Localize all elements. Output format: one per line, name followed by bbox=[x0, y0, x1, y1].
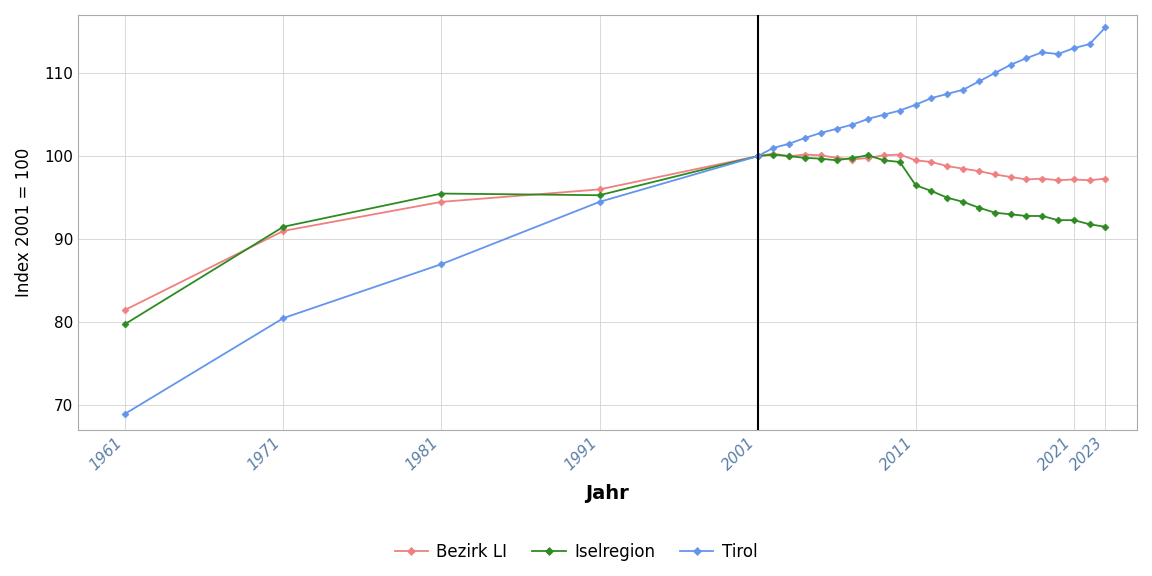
Bezirk LI bbox=[940, 162, 954, 169]
Bezirk LI bbox=[1099, 175, 1113, 182]
Bezirk LI bbox=[782, 153, 796, 160]
Bezirk LI bbox=[925, 158, 939, 165]
Iselregion bbox=[782, 153, 796, 160]
Iselregion bbox=[956, 198, 970, 205]
Iselregion bbox=[987, 209, 1001, 216]
Iselregion bbox=[893, 158, 907, 165]
Tirol bbox=[846, 121, 859, 128]
Iselregion bbox=[1003, 211, 1017, 218]
Tirol bbox=[1067, 45, 1081, 52]
Bezirk LI bbox=[798, 151, 812, 158]
Bezirk LI bbox=[1083, 177, 1097, 184]
Iselregion bbox=[877, 157, 890, 164]
Iselregion bbox=[862, 152, 876, 159]
Bezirk LI bbox=[1003, 173, 1017, 180]
Iselregion bbox=[1036, 213, 1049, 219]
X-axis label: Jahr: Jahr bbox=[585, 484, 629, 503]
Iselregion bbox=[1051, 217, 1064, 223]
Tirol bbox=[814, 130, 828, 137]
Tirol bbox=[782, 141, 796, 147]
Iselregion bbox=[1020, 213, 1033, 219]
Iselregion bbox=[1099, 223, 1113, 230]
Tirol bbox=[1020, 55, 1033, 62]
Tirol bbox=[119, 410, 132, 417]
Iselregion bbox=[119, 320, 132, 327]
Tirol bbox=[987, 70, 1001, 77]
Tirol bbox=[1051, 51, 1064, 58]
Iselregion bbox=[751, 153, 765, 160]
Bezirk LI bbox=[987, 171, 1001, 178]
Iselregion bbox=[940, 194, 954, 201]
Bezirk LI bbox=[1051, 177, 1064, 184]
Iselregion bbox=[909, 182, 923, 189]
Tirol bbox=[434, 261, 448, 268]
Tirol bbox=[1003, 62, 1017, 69]
Bezirk LI bbox=[1067, 176, 1081, 183]
Bezirk LI bbox=[893, 151, 907, 158]
Tirol bbox=[276, 314, 290, 321]
Y-axis label: Index 2001 = 100: Index 2001 = 100 bbox=[15, 148, 33, 297]
Iselregion bbox=[592, 192, 606, 199]
Tirol bbox=[862, 115, 876, 122]
Tirol bbox=[956, 86, 970, 93]
Line: Tirol: Tirol bbox=[123, 25, 1108, 416]
Bezirk LI bbox=[909, 157, 923, 164]
Bezirk LI bbox=[862, 154, 876, 161]
Bezirk LI bbox=[972, 168, 986, 175]
Tirol bbox=[751, 153, 765, 160]
Tirol bbox=[877, 111, 890, 118]
Iselregion bbox=[798, 154, 812, 161]
Tirol bbox=[972, 78, 986, 85]
Tirol bbox=[940, 90, 954, 97]
Tirol bbox=[798, 134, 812, 141]
Bezirk LI bbox=[592, 186, 606, 193]
Iselregion bbox=[434, 190, 448, 197]
Tirol bbox=[766, 145, 780, 151]
Iselregion bbox=[1067, 217, 1081, 223]
Iselregion bbox=[766, 151, 780, 158]
Bezirk LI bbox=[877, 152, 890, 159]
Bezirk LI bbox=[1036, 175, 1049, 182]
Iselregion bbox=[972, 204, 986, 211]
Bezirk LI bbox=[956, 165, 970, 172]
Line: Bezirk LI: Bezirk LI bbox=[123, 151, 1108, 312]
Tirol bbox=[1099, 24, 1113, 31]
Bezirk LI bbox=[751, 153, 765, 160]
Bezirk LI bbox=[434, 198, 448, 205]
Iselregion bbox=[925, 188, 939, 195]
Legend: Bezirk LI, Iselregion, Tirol: Bezirk LI, Iselregion, Tirol bbox=[388, 536, 764, 568]
Tirol bbox=[893, 107, 907, 114]
Tirol bbox=[1036, 49, 1049, 56]
Bezirk LI bbox=[846, 156, 859, 163]
Tirol bbox=[1083, 41, 1097, 48]
Tirol bbox=[925, 94, 939, 101]
Bezirk LI bbox=[766, 150, 780, 157]
Iselregion bbox=[814, 155, 828, 162]
Iselregion bbox=[1083, 221, 1097, 228]
Bezirk LI bbox=[814, 152, 828, 159]
Iselregion bbox=[846, 154, 859, 161]
Bezirk LI bbox=[276, 228, 290, 234]
Iselregion bbox=[276, 223, 290, 230]
Bezirk LI bbox=[119, 306, 132, 313]
Tirol bbox=[592, 198, 606, 205]
Tirol bbox=[909, 101, 923, 108]
Tirol bbox=[829, 126, 843, 132]
Iselregion bbox=[829, 157, 843, 164]
Bezirk LI bbox=[1020, 176, 1033, 183]
Line: Iselregion: Iselregion bbox=[123, 152, 1108, 327]
Bezirk LI bbox=[829, 154, 843, 161]
